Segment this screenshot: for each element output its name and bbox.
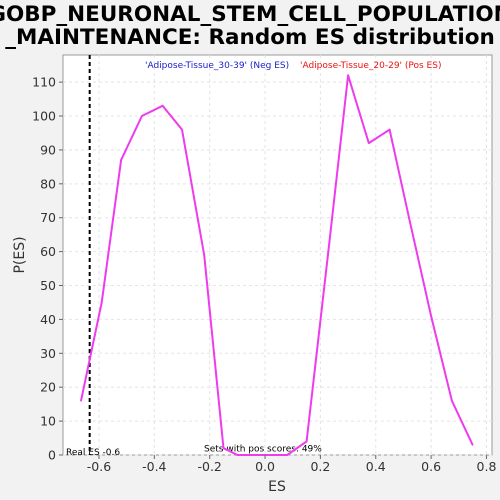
data-point: [305, 440, 308, 443]
y-tick-label: 50: [40, 278, 56, 293]
y-tick-label: 10: [40, 414, 56, 429]
data-point: [120, 159, 122, 161]
series-line-0: [80, 74, 474, 456]
data-point: [161, 105, 164, 107]
data-point: [80, 399, 82, 402]
grid-lines: [63, 55, 492, 456]
neg-es-label: 'Adipose-Tissue_30-39' (Neg ES): [145, 61, 289, 71]
x-axis-label: ES: [268, 479, 286, 495]
data-point: [408, 216, 410, 219]
data-point: [222, 447, 225, 450]
y-tick-label: 110: [32, 75, 56, 90]
data-point: [471, 444, 474, 446]
pos-es-label: 'Adipose-Tissue_20-29' (Pos ES): [300, 61, 441, 71]
y-tick-label: 70: [40, 210, 56, 225]
y-tick-label: 0: [48, 448, 56, 463]
data-point: [236, 454, 239, 456]
data-point: [100, 301, 103, 304]
data-point: [203, 254, 205, 256]
data-point: [430, 315, 432, 317]
x-tick-label: 0.0: [255, 459, 275, 474]
real-es-label: Real ES -0.6: [66, 448, 120, 458]
data-point: [327, 247, 330, 250]
y-tick-label: 80: [40, 176, 56, 191]
y-tick-label: 40: [40, 312, 56, 327]
data-point: [347, 74, 349, 77]
y-tick-label: 100: [32, 109, 56, 124]
x-tick-label: 0.2: [310, 459, 330, 474]
y-tick-label: 90: [40, 142, 56, 157]
y-tick-label: 60: [40, 244, 56, 259]
x-tick-label: -0.2: [197, 459, 221, 474]
data-point: [368, 142, 370, 144]
series-layer: [80, 55, 474, 456]
x-tick-label: 0.8: [477, 459, 497, 474]
x-tick-label: -0.4: [142, 459, 166, 474]
data-point: [286, 454, 288, 456]
annotations: 'Adipose-Tissue_30-39' (Neg ES) 'Adipose…: [66, 61, 441, 458]
chart-title-line-2: _MAINTENANCE: Random ES distribution: [5, 25, 495, 50]
axis-ticks: 0 10 20 30 40 50 60 70 80 90 100 110 -0.6 -0.4 -0.2 0.0…: [32, 75, 496, 474]
x-tick-label: 0.4: [366, 459, 386, 474]
data-point: [451, 399, 453, 402]
data-point: [141, 115, 143, 117]
pos-scores-label: Sets with pos scores: 49%: [204, 445, 322, 455]
x-tick-label: 0.6: [421, 459, 441, 474]
data-point: [181, 128, 183, 131]
chart-title-line-1: GOBP_NEURONAL_STEM_CELL_POPULATION: [0, 2, 500, 27]
data-point: [388, 128, 391, 131]
y-tick-label: 20: [40, 380, 56, 395]
y-tick-label: 30: [40, 346, 56, 361]
plot-area: [62, 54, 493, 456]
y-axis-label: P(ES): [12, 236, 28, 273]
x-tick-label: -0.6: [87, 459, 111, 474]
